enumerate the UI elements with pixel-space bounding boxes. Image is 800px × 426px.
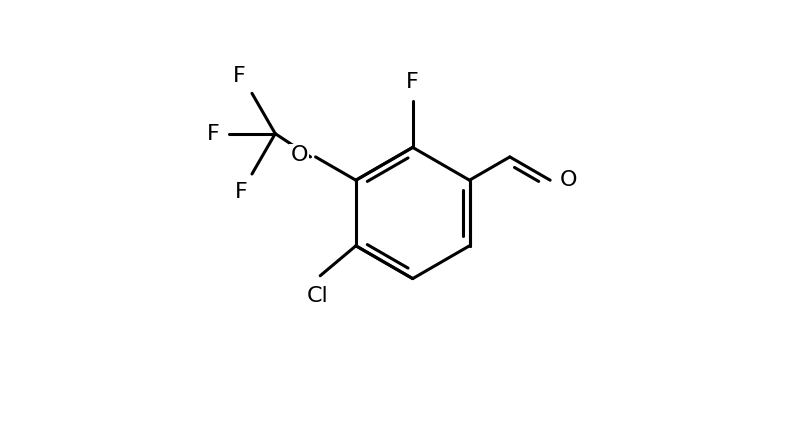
- Text: F: F: [235, 181, 248, 201]
- Text: O: O: [559, 170, 577, 190]
- Text: F: F: [206, 124, 219, 144]
- Text: F: F: [233, 66, 246, 86]
- Text: F: F: [406, 72, 419, 92]
- Text: O: O: [290, 145, 308, 165]
- Text: Cl: Cl: [307, 286, 329, 306]
